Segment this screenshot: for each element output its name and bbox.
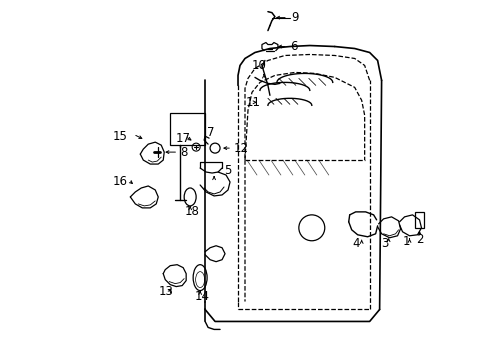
Text: 4: 4 [351,237,359,250]
Text: 14: 14 [195,290,210,303]
Text: 1: 1 [402,235,409,248]
Text: 12: 12 [234,141,248,155]
Bar [170,113,204,145]
Text: 3: 3 [380,237,387,250]
Text: 9: 9 [290,11,298,24]
Text: 2: 2 [415,233,423,246]
Text: 7: 7 [207,126,214,139]
Text: 5: 5 [224,163,231,176]
Text: 16: 16 [112,175,127,189]
Text: 13: 13 [158,285,173,298]
Text: 15: 15 [112,130,127,143]
Text: 18: 18 [185,205,200,219]
Text: 8: 8 [180,145,187,159]
Text: 17: 17 [175,132,190,145]
Text: 10: 10 [251,59,266,72]
Bar [414,212,424,228]
Text: 11: 11 [245,96,261,109]
Text: 6: 6 [289,40,297,53]
